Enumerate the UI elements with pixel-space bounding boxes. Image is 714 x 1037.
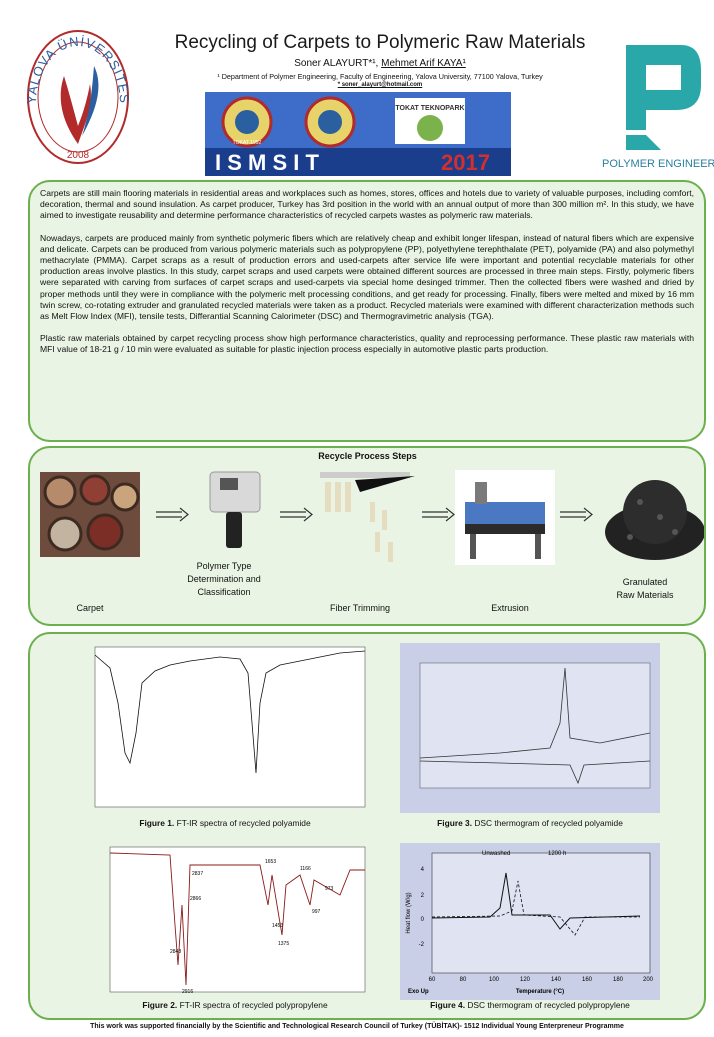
author: Soner ALAYURT*¹, [294,58,378,69]
process-images [30,462,704,574]
y-axis-label: Heat flow (W/g) [406,892,412,933]
conference-year: 2017 [441,150,490,175]
teknopark: TOKAT TEKNOPARK [395,105,464,112]
peak-label: 1166 [300,866,311,872]
figure-caption: Figure 2. FT-IR spectra of recycled poly… [100,1000,370,1010]
conference-banner: TOKAT 1992 TOKAT TEKNOPARK I S M S I T 2… [205,92,511,176]
footer: This work was supported financially by t… [0,1023,714,1030]
figure-caption: Figure 3. DSC thermogram of recycled pol… [400,818,660,828]
x-tick-label: 160 [582,977,593,983]
figure-label: Figure 2. [142,1000,177,1010]
x-tick-label: 200 [643,977,654,983]
granules-image [605,480,704,560]
x-tick-label: 120 [520,977,531,983]
figure-caption: Figure 1. FT-IR spectra of recycled poly… [80,818,370,828]
x-axis-label: Temperature (°C) [516,989,564,995]
x-tick-label: 140 [551,977,562,983]
paragraph: Plastic raw materials obtained by carpet… [40,333,694,355]
peak-label: 1453 [272,923,283,929]
poster: { "header": { "university_logo": {"name"… [0,0,714,1037]
university-logo: YALOVA ÜNİVERSİTESİ 2008 [24,26,132,168]
step-label: Polymer Type Determination and Classific… [184,560,264,599]
seal-text: TOKAT 1992 [233,140,262,146]
department-name: POLYMER ENGINEERING [602,158,714,170]
figure-3-image [400,643,660,813]
peak-label: 2866 [190,896,201,902]
conference-name: I S M S I T [215,150,319,175]
y-tick-label: -2 [419,942,425,948]
affiliation: ¹ Department of Polymer Engineering, Fac… [120,72,640,81]
peak-label: 1653 [265,859,276,865]
peak-label: 1375 [278,941,289,947]
extruder-image [455,470,555,565]
paragraph: Carpets are still main flooring material… [40,188,694,222]
carpet-image [40,472,140,557]
figure-label: Figure 3. [437,818,472,828]
step-label: Fiber Trimming [310,602,410,615]
email: * soner_alayurt@hotmail.com [130,82,630,88]
legend-entry: 1200 h [548,851,566,857]
analyzer-image [210,472,260,548]
exo-label: Exo Up [408,989,429,995]
peak-label: 2837 [192,871,203,877]
legend-entry: Unwashed [482,851,510,857]
figure-4-image: Unwashed 1200 h 4 2 0 -2 60 80 100 120 1… [400,843,660,1000]
peak-label: 2916 [182,989,193,995]
figure-label: Figure 1. [139,818,174,828]
paragraph: Nowadays, carpets are produced mainly fr… [40,233,694,323]
figure-caption: Figure 4. DSC thermogram of recycled pol… [400,1000,660,1010]
university-year: 2008 [67,150,90,161]
abstract: Carpets are still main flooring material… [40,188,694,367]
step-label: Extrusion [460,602,560,615]
x-tick-label: 80 [460,977,467,983]
x-tick-label: 180 [613,977,624,983]
x-tick-label: 60 [429,977,436,983]
step-label: Granulated Raw Materials [615,576,675,602]
poster-title: Recycling of Carpets to Polymeric Raw Ma… [130,32,630,54]
figure-2-image: 2848 2916 2837 2866 1653 1453 1375 1166 … [100,845,370,1000]
university-name: YALOVA ÜNİVERSİTESİ [24,26,132,104]
figure-text: DSC thermogram of recycled polyamide [474,818,622,828]
authors: Soner ALAYURT*¹, Mehmet Arif KAYA¹ [130,58,630,69]
peak-label: 2848 [170,949,181,955]
figure-label: Figure 4. [430,1000,465,1010]
peak-label: 973 [325,886,334,892]
step-label: Carpet [40,602,140,615]
figure-text: FT-IR spectra of recycled polypropylene [180,1000,328,1010]
figure-text: FT-IR spectra of recycled polyamide [177,818,311,828]
x-tick-label: 100 [489,977,500,983]
peak-label: 997 [312,909,321,915]
author: Mehmet Arif KAYA¹ [381,58,466,69]
department-logo: POLYMER ENGINEERING [596,40,714,175]
svg-text:YALOVA ÜNİVERSİTESİ: YALOVA ÜNİVERSİTESİ [24,26,132,104]
figure-text: DSC thermogram of recycled polypropylene [467,1000,629,1010]
trimming-image [320,472,415,562]
process-title: Recycle Process Steps [30,451,705,461]
figure-1-image [80,643,370,815]
